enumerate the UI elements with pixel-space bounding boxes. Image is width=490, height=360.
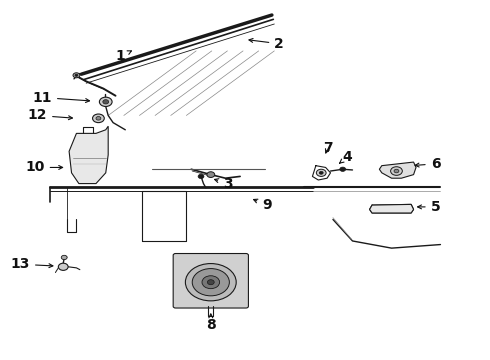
Circle shape xyxy=(61,255,67,260)
Circle shape xyxy=(391,167,402,175)
Circle shape xyxy=(394,169,399,173)
Circle shape xyxy=(99,97,112,107)
Text: 8: 8 xyxy=(206,314,216,332)
Polygon shape xyxy=(379,162,416,178)
Circle shape xyxy=(207,172,215,177)
Text: 3: 3 xyxy=(215,177,233,190)
Polygon shape xyxy=(69,126,108,184)
Circle shape xyxy=(202,276,220,289)
Text: 2: 2 xyxy=(249,37,284,51)
Circle shape xyxy=(185,264,236,301)
Polygon shape xyxy=(369,204,414,213)
Circle shape xyxy=(75,74,78,76)
Circle shape xyxy=(207,280,214,285)
FancyBboxPatch shape xyxy=(173,253,248,308)
Circle shape xyxy=(93,114,104,123)
Circle shape xyxy=(198,174,204,179)
Text: 12: 12 xyxy=(27,108,73,122)
Text: 4: 4 xyxy=(340,150,352,164)
Text: 6: 6 xyxy=(415,157,441,171)
Text: 11: 11 xyxy=(32,90,90,104)
Circle shape xyxy=(58,263,68,270)
Circle shape xyxy=(73,73,80,78)
Circle shape xyxy=(317,169,326,176)
Text: 1: 1 xyxy=(116,49,131,63)
Text: 7: 7 xyxy=(323,141,333,155)
Circle shape xyxy=(340,167,345,171)
Circle shape xyxy=(192,269,229,296)
Text: 13: 13 xyxy=(11,257,53,271)
Text: 9: 9 xyxy=(254,198,272,212)
Circle shape xyxy=(103,100,109,104)
Circle shape xyxy=(96,117,101,120)
Text: 10: 10 xyxy=(25,161,63,175)
Text: 5: 5 xyxy=(417,200,441,214)
Circle shape xyxy=(319,171,323,174)
